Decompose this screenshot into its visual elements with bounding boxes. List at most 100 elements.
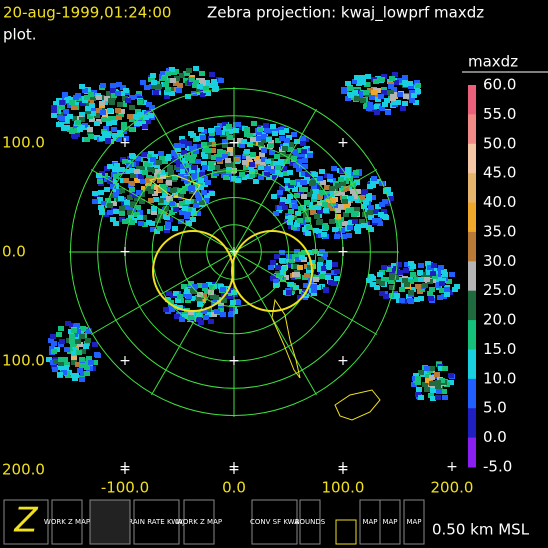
echo-pixel <box>129 127 135 132</box>
echo-pixel <box>84 95 90 100</box>
echo-pixel <box>71 355 77 360</box>
echo-pixel <box>261 138 267 143</box>
echo-pixel <box>75 339 81 344</box>
echo-pixel <box>428 393 434 398</box>
echo-pixel <box>415 284 421 289</box>
tool-button[interactable] <box>89 499 131 545</box>
echo-pixel <box>241 139 247 144</box>
echo-pixel <box>71 360 77 365</box>
echo-pixel <box>255 136 261 141</box>
echo-pixel <box>387 192 393 197</box>
y-label: 200.0 <box>2 461 45 479</box>
echo-pixel <box>173 291 179 296</box>
echo-pixel <box>427 265 433 270</box>
echo-pixel <box>291 225 297 230</box>
tool-button[interactable] <box>133 499 180 545</box>
echo-pixel <box>415 89 421 94</box>
echo-pixel <box>250 152 256 157</box>
echo-pixel <box>198 320 204 325</box>
echo-pixel <box>330 189 336 194</box>
echo-pixel <box>275 165 281 170</box>
echo-pixel <box>442 272 448 277</box>
echo-pixel <box>309 181 315 186</box>
echo-pixel <box>254 156 260 161</box>
echo-pixel <box>49 346 55 351</box>
z-button[interactable] <box>3 499 49 545</box>
echo-pixel <box>402 278 408 283</box>
echo-pixel <box>294 193 300 198</box>
echo-pixel <box>295 257 301 262</box>
tool-button[interactable] <box>299 499 321 545</box>
tool-button[interactable] <box>251 499 298 545</box>
echo-pixel <box>106 121 112 126</box>
echo-pixel <box>209 131 215 136</box>
tool-button[interactable] <box>335 519 357 545</box>
echo-pixel <box>282 146 288 151</box>
echo-pixel <box>266 175 272 180</box>
echo-pixel <box>291 156 297 161</box>
echo-pixel <box>354 96 360 101</box>
echo-pixel <box>284 178 290 183</box>
echo-pixel <box>268 140 274 145</box>
echo-pixel <box>121 125 127 130</box>
echo-pixel <box>335 208 341 213</box>
echo-pixel <box>189 185 195 190</box>
echo-pixel <box>326 264 332 269</box>
echo-pixel <box>160 71 166 76</box>
echo-pixel <box>170 78 176 83</box>
echo-pixel <box>227 294 233 299</box>
echo-pixel <box>294 272 300 277</box>
echo-pixel <box>92 342 98 347</box>
echo-pixel <box>429 287 435 292</box>
echo-pixel <box>113 209 119 214</box>
echo-pixel <box>218 301 224 306</box>
echo-pixel <box>233 128 239 133</box>
echo-pixel <box>136 91 142 96</box>
coastline <box>271 298 301 379</box>
echo-pixel <box>205 83 211 88</box>
echo-pixel <box>239 143 245 148</box>
echo-pixel <box>158 151 164 156</box>
echo-pixel <box>146 220 152 225</box>
echo-pixel <box>415 83 421 88</box>
echo-pixel <box>347 225 353 230</box>
echo-pixel <box>277 205 283 210</box>
echo-pixel <box>225 158 231 163</box>
echo-pixel <box>379 202 385 207</box>
echo-pixel <box>138 174 144 179</box>
echo-pixel <box>154 229 160 234</box>
echo-pixel <box>67 114 73 119</box>
tool-button[interactable] <box>51 499 83 545</box>
echo-pixel <box>196 88 202 93</box>
echo-pixel <box>205 312 211 317</box>
echo-pixel <box>176 88 182 93</box>
echo-pixel <box>293 264 299 269</box>
tool-button[interactable] <box>183 499 215 545</box>
echo-pixel <box>415 376 421 381</box>
echo-pixel <box>370 195 376 200</box>
echo-pixel <box>350 189 356 194</box>
echo-pixel <box>198 185 204 190</box>
echo-pixel <box>65 321 71 326</box>
echo-pixel <box>211 312 217 317</box>
echo-pixel <box>295 211 301 216</box>
tick-plus: + <box>337 135 349 151</box>
echo-pixel <box>432 274 438 279</box>
echo-pixel <box>279 130 285 135</box>
echo-pixel <box>353 173 359 178</box>
tool-button[interactable] <box>379 499 401 545</box>
echo-pixel <box>133 114 139 119</box>
echo-pixel <box>94 113 100 118</box>
echo-pixel <box>74 132 80 137</box>
echo-pixel <box>373 209 379 214</box>
echo-pixel <box>344 204 350 209</box>
echo-pixel <box>273 128 279 133</box>
echo-pixel <box>58 357 64 362</box>
echo-pixel <box>435 384 441 389</box>
echo-pixel <box>144 85 150 90</box>
echo-pixel <box>97 199 103 204</box>
tool-button[interactable] <box>403 499 425 545</box>
echo-pixel <box>115 167 121 172</box>
echo-pixel <box>53 359 59 364</box>
echo-pixel <box>281 266 287 271</box>
